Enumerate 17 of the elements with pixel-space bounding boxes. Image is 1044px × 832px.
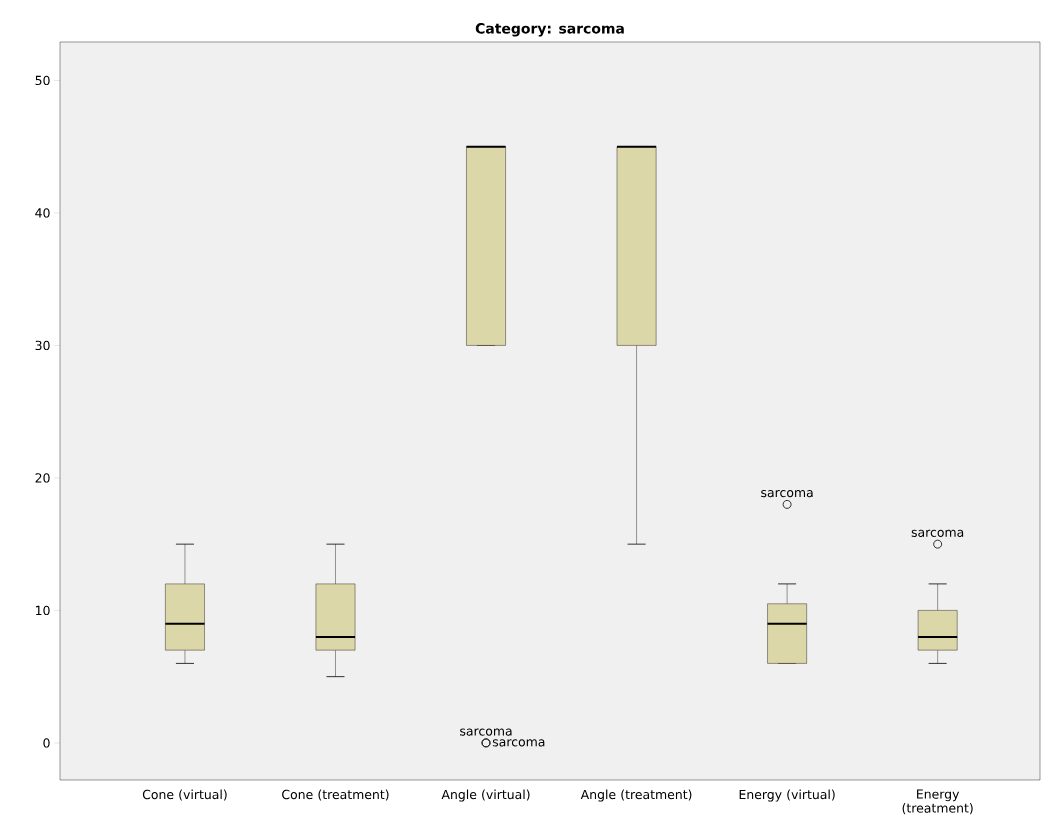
x-tick-label: Cone (virtual): [142, 789, 227, 801]
annotation: sarcoma: [911, 529, 964, 537]
chart-title: Category: sarcoma: [475, 23, 624, 37]
x-tick-label: Energy (virtual): [739, 789, 835, 802]
y-tick-label: 40: [35, 208, 50, 218]
y-tick-label: 10: [36, 605, 50, 616]
y-tick-label: 20: [35, 473, 50, 483]
x-tick-label: Cone (treatment): [282, 789, 389, 801]
annotation: sarcoma: [761, 490, 813, 498]
annotation: sarcoma: [460, 728, 512, 736]
annotation: sarcoma: [492, 739, 545, 747]
x-tick-label: Energy (treatment): [902, 789, 973, 815]
x-tick-label: Angle (treatment): [580, 789, 692, 802]
y-tick-label: 0: [43, 738, 50, 748]
y-tick-label: 50: [35, 75, 50, 86]
y-tick-label: 30: [35, 340, 50, 351]
x-tick-label: Angle (virtual): [441, 789, 530, 802]
